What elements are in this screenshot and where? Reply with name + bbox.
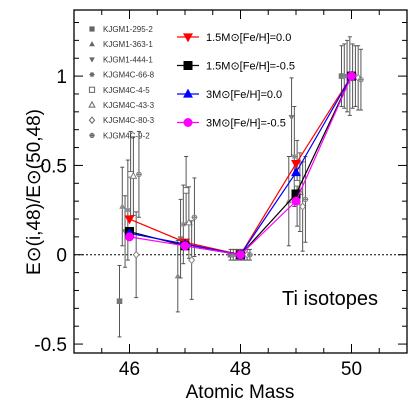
y-tick-label: 1 [56, 67, 67, 88]
legend-model-label: 3M⊙[Fe/H]=0.0 [206, 89, 282, 101]
grain-point-ring [358, 76, 364, 83]
model-point [124, 215, 135, 225]
legend-model-marker [183, 88, 193, 98]
x-tick-label: 48 [230, 359, 251, 380]
grain-point [293, 179, 301, 187]
grain-point [285, 197, 292, 204]
model-point [291, 196, 301, 206]
grain-point [132, 250, 140, 259]
legend-model-marker [183, 118, 193, 127]
legend-grain-label: KJGM1-363-1 [103, 40, 153, 49]
chart-annotation: Ti isotopes [282, 288, 378, 310]
legend-grain-marker [89, 41, 95, 47]
legend-model-label: 3M⊙[Fe/H]=-0.5 [206, 118, 286, 130]
legend-grain-label: KJGM4C-43-3 [103, 101, 155, 110]
y-tick-label: 0.5 [41, 156, 67, 177]
grain-point [125, 207, 131, 213]
model-point [291, 160, 301, 170]
y-tick-label: 0 [56, 246, 67, 267]
y-axis-title: E⊙(i,48)/E⊙(50,48) [24, 109, 45, 275]
model-point [291, 167, 301, 177]
grain-point-ring [136, 171, 142, 178]
legend-grain-marker-ring [89, 132, 95, 138]
model-point [236, 250, 245, 260]
x-tick-label: 50 [341, 359, 362, 380]
grain-point [338, 73, 345, 79]
grain-point [119, 203, 126, 209]
legend-grain-marker [89, 72, 95, 78]
model-line [129, 75, 353, 256]
grain-point [180, 221, 187, 228]
x-axis-title: Atomic Mass [186, 382, 295, 403]
grain-point [116, 298, 123, 304]
grain-point [188, 255, 196, 265]
legend-model-marker [183, 61, 193, 70]
model-point [125, 232, 134, 242]
grain-point [288, 114, 295, 121]
model-line [129, 75, 353, 256]
grain-point [299, 202, 307, 211]
legend-grain-label: KJGM4C-66-8 [103, 71, 155, 80]
legend-grain-label: KJGM4C-80-3 [103, 116, 155, 125]
grain-point-ring [191, 214, 198, 220]
legend-grain-marker [88, 116, 96, 125]
grain-point-ring [247, 252, 253, 258]
model-line [129, 75, 353, 256]
grain-point [227, 251, 234, 258]
y-tick-label: -0.5 [34, 335, 67, 356]
grain-point [291, 153, 298, 160]
legend-grain-marker [88, 86, 96, 93]
legend-grain-label: KJGM4C-4-5 [103, 86, 150, 95]
x-tick-label: 46 [119, 359, 140, 380]
grain-point-ring [302, 196, 309, 203]
grain-point [182, 187, 190, 194]
legend-grain-label: KJGM1-295-2 [103, 25, 153, 34]
legend-grain-label: KJGM1-444-1 [103, 55, 153, 64]
legend-model-label: 1.5M⊙[Fe/H]=0.0 [206, 32, 291, 44]
legend-model-label: 1.5M⊙[Fe/H]=-0.5 [206, 61, 295, 73]
legend-grain-label: KJGM4C-9-2 [103, 131, 150, 140]
grain-point [174, 272, 181, 279]
grain-point [129, 171, 138, 179]
model-point [180, 241, 190, 251]
model-line [129, 75, 353, 256]
legend-grain-marker [88, 100, 96, 108]
legend-model-marker [183, 33, 193, 43]
model-point [347, 71, 356, 81]
grain-point [184, 218, 193, 226]
model-point [291, 189, 301, 199]
legend-grain-marker [89, 57, 95, 63]
legend-grain-marker [89, 26, 95, 32]
